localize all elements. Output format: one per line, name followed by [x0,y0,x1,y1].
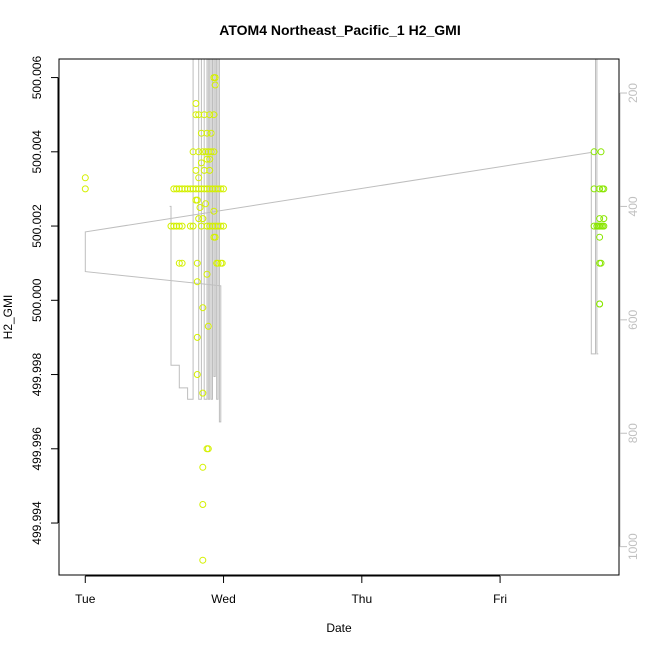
data-point [210,207,218,215]
x-tick-label: Fri [493,592,507,606]
right-tick-label: 1000 [626,533,640,560]
x-tick-label: Thu [351,592,372,606]
data-point [199,304,207,312]
data-point [590,148,598,156]
data-point [211,233,219,241]
data-point [193,278,201,286]
data-point [218,259,226,267]
data-point [178,222,186,230]
data-point [600,215,608,223]
data-point [207,129,215,137]
x-axis-label: Date [326,621,352,635]
data-point [193,371,201,378]
x-tick-label: Wed [211,592,235,606]
data-point [199,389,207,397]
plot-frame [58,58,620,576]
data-point [193,333,201,341]
right-tick-label: 400 [626,196,640,216]
data-point [203,445,211,453]
data-point [195,215,203,223]
y-tick-label: 499.998 [30,353,44,397]
y-tick-label: 500.006 [30,56,44,100]
data-point [199,463,207,471]
chart-title: ATOM4 Northeast_Pacific_1 H2_GMI [219,22,460,38]
data-point [204,322,212,330]
data-point [210,148,218,156]
data-point [186,222,194,230]
data-point [206,111,214,119]
pressure-line-layer [84,59,599,423]
data-point [597,259,605,267]
points-layer [81,74,608,564]
y-axis-label: H2_GMI [1,295,15,340]
right-tick-label: 800 [626,423,640,443]
data-point [214,259,222,267]
data-point [202,200,210,208]
data-point [597,148,605,156]
data-point [217,185,225,193]
data-point [195,174,203,182]
y-tick-label: 500.002 [30,204,44,248]
data-point [203,129,211,137]
y-tick-label: 500.004 [30,130,44,174]
data-point [196,204,204,211]
data-point [596,300,604,308]
data-point [600,185,608,193]
data-point [195,148,203,156]
y-tick-label: 499.994 [30,501,44,545]
y-tick-label: 499.996 [30,427,44,471]
data-point [199,501,207,508]
data-point [175,259,183,267]
data-point [217,222,225,230]
data-point [596,185,604,193]
data-point [220,222,227,230]
data-point [596,215,604,223]
data-point [203,155,211,163]
data-point [192,111,200,119]
data-point [192,166,200,174]
data-point [192,100,200,107]
data-point [207,148,215,156]
x-tick-label: Tue [75,592,96,606]
data-point [199,215,207,223]
data-point [210,74,218,82]
data-point [178,259,186,267]
right-tick-label: 600 [626,310,640,330]
data-point [81,185,89,193]
axes-layer: Tue Wed Thu Fri 499.994 499.996 499.998 500.000… [30,56,640,606]
data-point [81,174,89,182]
data-point [220,185,227,193]
data-point [210,111,218,119]
right-tick-label: 200 [626,83,640,103]
data-point [206,155,214,163]
data-point [596,233,604,241]
data-point [193,259,201,267]
data-point [203,270,211,278]
y-tick-label: 500.000 [30,278,44,322]
data-point [197,159,205,167]
pressure-line [84,59,599,423]
data-point [600,222,608,230]
data-point [206,166,214,174]
data-point [193,196,201,204]
data-point [175,222,183,230]
data-point [189,222,197,230]
data-point [211,81,219,89]
data-point [199,556,207,564]
